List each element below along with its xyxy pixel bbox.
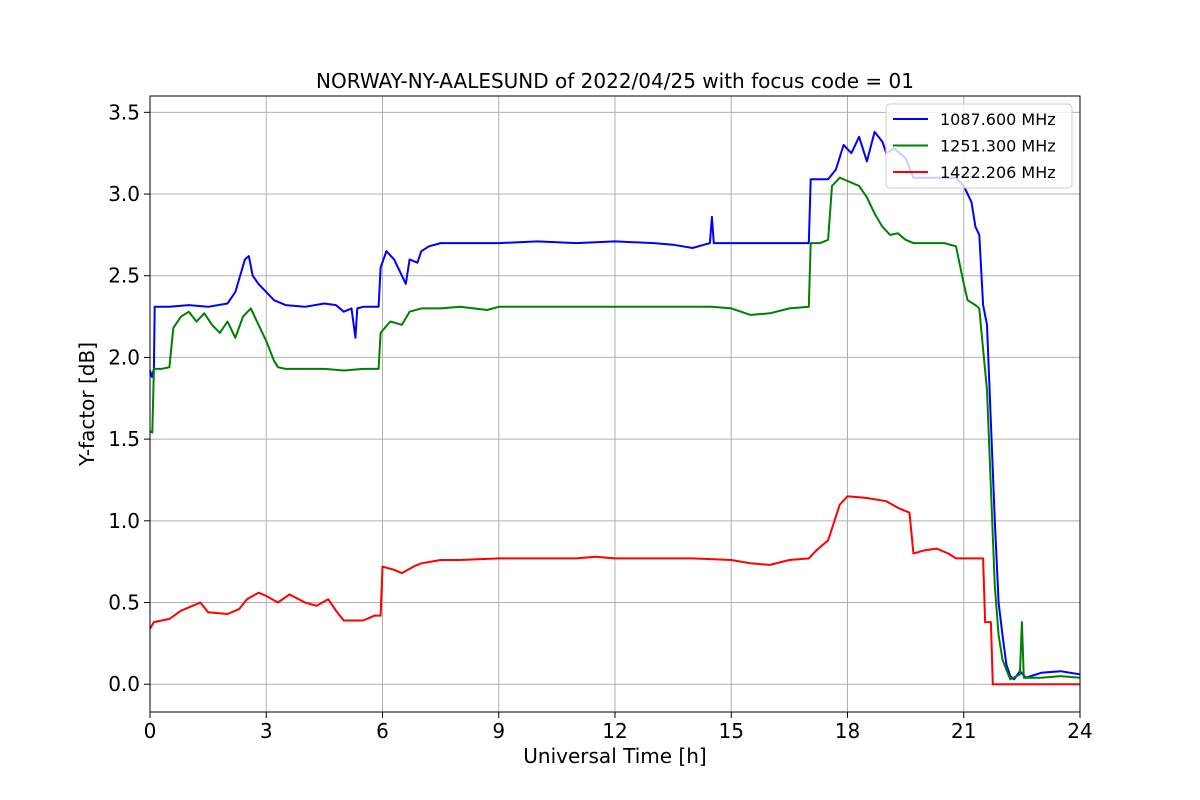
y-tick-label: 2.0: [108, 345, 140, 369]
x-tick-label: 15: [719, 719, 744, 743]
legend-label-2: 1422.206 MHz: [940, 163, 1056, 182]
x-tick-label: 9: [492, 719, 505, 743]
series-line-2: [149, 495, 1080, 686]
chart-title: NORWAY-NY-AALESUND of 2022/04/25 with fo…: [316, 69, 914, 93]
y-axis-ticks: 0.0 0.5 1.0 1.5 2.0 2.5 3.0 3.5: [108, 100, 150, 696]
x-tick-label: 0: [144, 719, 157, 743]
x-tick-label: 24: [1067, 719, 1092, 743]
y-tick-label: 3.0: [108, 182, 140, 206]
x-axis-ticks: 0 3 6 9 12 15 18 21 24: [144, 712, 1093, 743]
x-axis-label: Universal Time [h]: [523, 744, 706, 768]
legend-box: [885, 103, 1073, 189]
x-tick-label: 18: [835, 719, 860, 743]
series-line-1: [149, 176, 1081, 681]
x-tick-label: 21: [951, 719, 976, 743]
x-tick-label: 3: [260, 719, 273, 743]
legend-label-0: 1087.600 MHz: [940, 110, 1056, 129]
series-line-0: [149, 130, 1081, 681]
x-tick-label: 12: [602, 719, 627, 743]
y-tick-label: 1.5: [108, 427, 140, 451]
y-tick-label: 1.0: [108, 509, 140, 533]
x-tick-label: 6: [376, 719, 389, 743]
y-tick-label: 2.5: [108, 264, 140, 288]
legend: 1087.600 MHz 1251.300 MHz 1422.206 MHz: [885, 103, 1073, 189]
legend-label-1: 1251.300 MHz: [940, 137, 1056, 156]
series-lines: [149, 130, 1081, 686]
y-axis-label: Y-factor [dB]: [75, 342, 99, 467]
y-tick-label: 3.5: [108, 100, 140, 124]
y-tick-label: 0.5: [108, 591, 140, 615]
y-tick-label: 0.0: [108, 672, 140, 696]
